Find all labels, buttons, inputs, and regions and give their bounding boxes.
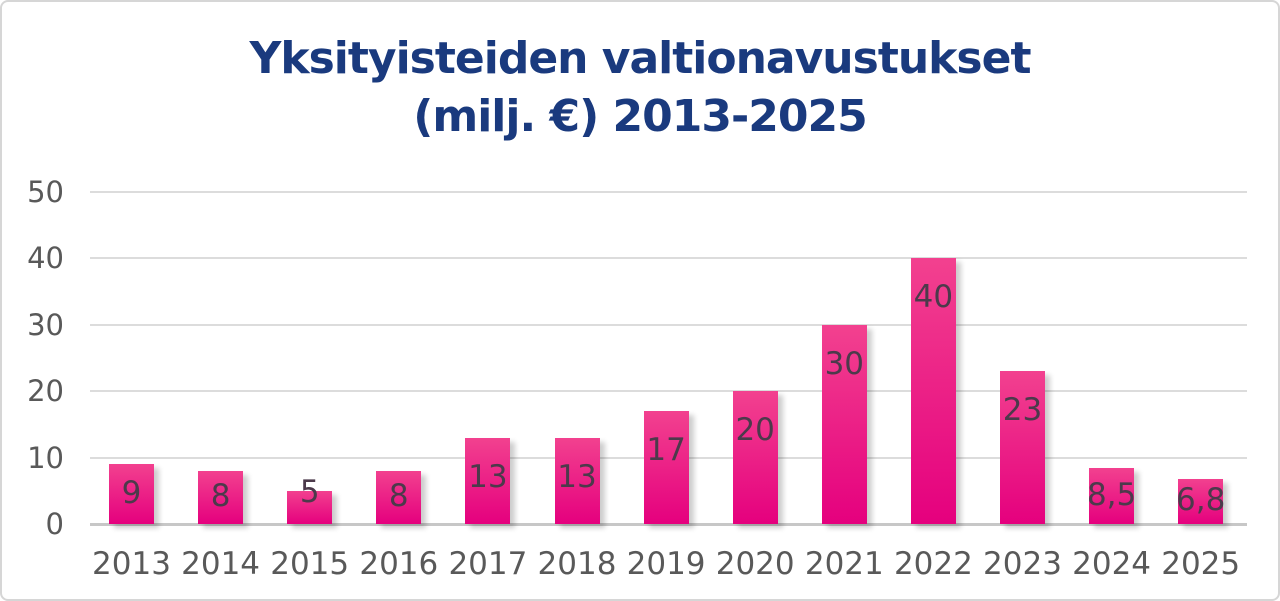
x-axis-tick-label-2016: 2016 [359, 546, 439, 582]
x-axis-tick-label-2023: 2023 [983, 546, 1062, 582]
x-axis-tick-label-2013: 2013 [92, 546, 171, 582]
bar-value-label-2021: 30 [824, 345, 865, 382]
bar-value-label-2017: 13 [468, 458, 508, 495]
chart-title-line-2: (milj. €) 2013-2025 [413, 91, 867, 142]
chart-title: Yksityisteiden valtionavustukset (milj. … [2, 30, 1278, 146]
y-axis-tick-label: 40 [27, 241, 64, 276]
chart-title-line-1: Yksityisteiden valtionavustukset [249, 33, 1031, 84]
x-axis-tick-label-2018: 2018 [537, 546, 617, 582]
bar-value-label-2020: 20 [735, 412, 775, 449]
x-axis-tick-label-2019: 2019 [626, 546, 706, 582]
bar-value-label-2024: 8,5 [1086, 476, 1137, 513]
bar-2015 [287, 490, 333, 524]
gridline-y-30 [90, 323, 1247, 326]
bar-value-label-2023: 23 [1002, 392, 1043, 429]
bar-2021 [821, 324, 867, 524]
bar-2025 [1178, 478, 1224, 524]
bar-value-label-2014: 8 [210, 478, 231, 515]
bar-2013 [109, 464, 154, 524]
bar-value-label-2013: 9 [121, 475, 142, 512]
y-axis-tick-label: 0 [45, 507, 64, 541]
y-axis-tick-label: 10 [27, 440, 64, 475]
x-axis-tick-label-2020: 2020 [715, 546, 795, 582]
bar-2016 [376, 470, 422, 524]
y-axis-tick-label: 50 [27, 175, 64, 209]
bar-value-label-2018: 13 [557, 458, 597, 495]
bar-2018 [554, 437, 600, 524]
bar-value-label-2015: 5 [299, 473, 320, 510]
x-axis-tick-label-2021: 2021 [804, 546, 884, 582]
gridline-y-50 [90, 191, 1247, 193]
bar-value-label-2025: 6,8 [1176, 482, 1226, 519]
bar-2023 [1000, 371, 1045, 524]
bar-2014 [198, 470, 244, 524]
bar-2019 [643, 411, 689, 524]
x-axis-line [90, 523, 1247, 526]
bar-value-label-2019: 17 [646, 432, 686, 469]
bar-2022 [910, 258, 956, 524]
x-axis-tick-label-2014: 2014 [181, 546, 261, 582]
x-axis-tick-label-2015: 2015 [270, 546, 350, 582]
gridline-y-40 [90, 257, 1247, 260]
bar-2020 [732, 391, 778, 524]
bar-value-label-2016: 8 [388, 478, 409, 515]
x-axis-tick-label-2017: 2017 [448, 546, 528, 582]
bar-2024 [1089, 467, 1135, 524]
y-axis-tick-label: 20 [27, 374, 64, 409]
y-axis-tick-label: 30 [27, 307, 64, 342]
bar-2017 [465, 437, 511, 524]
gridline-y-20 [90, 390, 1247, 393]
bar-value-label-2022: 40 [913, 279, 954, 316]
x-axis-tick-label-2025: 2025 [1161, 546, 1241, 582]
x-axis-tick-label-2024: 2024 [1072, 546, 1152, 582]
x-axis-tick-label-2022: 2022 [893, 546, 973, 582]
